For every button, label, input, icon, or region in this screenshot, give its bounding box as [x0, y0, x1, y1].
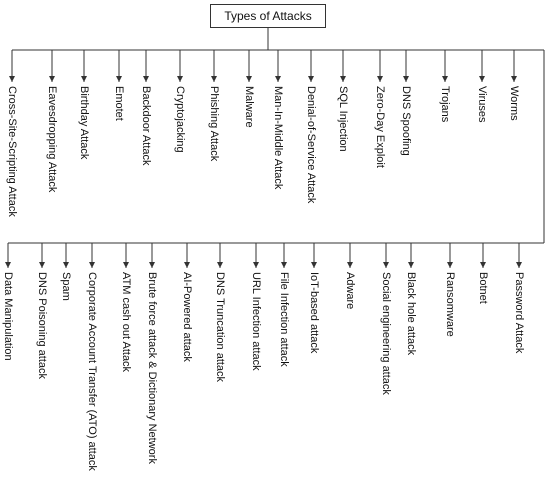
- row1-arrow: [246, 76, 252, 82]
- row1-arrow: [403, 76, 409, 82]
- row1-leaf-label: Viruses: [476, 86, 488, 123]
- row1-arrow: [377, 76, 383, 82]
- row2-arrow: [217, 262, 223, 268]
- root-node-label: Types of Attacks: [224, 9, 312, 23]
- row2-arrow: [123, 262, 129, 268]
- row2-leaf-label: File Infection attack: [278, 272, 290, 367]
- row2-leaf-label: Spam: [60, 272, 72, 301]
- row1-arrow: [143, 76, 149, 82]
- row2-arrow: [63, 262, 69, 268]
- row2-leaf-label: Corporate Account Transfer (ATO) attack: [86, 272, 98, 471]
- row2-arrow: [516, 262, 522, 268]
- row1-leaf-label: Zero-Day Exploit: [374, 86, 386, 168]
- row1-arrow: [211, 76, 217, 82]
- row1-arrow: [340, 76, 346, 82]
- row2-leaf-label: DNS Poisoning attack: [36, 272, 48, 379]
- row1-arrow: [9, 76, 15, 82]
- row2-arrow: [39, 262, 45, 268]
- row2-leaf-label: ATM cash out Attack: [120, 272, 132, 373]
- row2-leaf-label: Ransomware: [444, 272, 456, 337]
- row1-leaf-label: Cross-Site-Scripting Attack: [6, 86, 18, 217]
- row1-arrow: [275, 76, 281, 82]
- row1-arrow: [49, 76, 55, 82]
- row2-leaf-label: Data Manipulation: [2, 272, 14, 361]
- row2-arrow: [5, 262, 11, 268]
- row2-arrow: [149, 262, 155, 268]
- row1-leaf-label: Malware: [243, 86, 255, 128]
- row2-arrow: [447, 262, 453, 268]
- row2-arrow: [281, 262, 287, 268]
- row2-arrow: [253, 262, 259, 268]
- row2-leaf-label: Brute force attack & Dictionary Network: [146, 272, 158, 464]
- row2-leaf-label: AI-Powered attack: [181, 272, 193, 362]
- root-node: Types of Attacks: [210, 4, 326, 28]
- row2-leaf-label: Adware: [344, 272, 356, 310]
- row1-arrow: [442, 76, 448, 82]
- row2-leaf-label: URL Infection attack: [250, 272, 262, 371]
- row2-leaf-label: Black hole attack: [405, 272, 417, 356]
- row2-leaf-label: Password Attack: [513, 272, 525, 354]
- row2-arrow: [89, 262, 95, 268]
- row1-arrow: [479, 76, 485, 82]
- row1-arrow: [308, 76, 314, 82]
- row2-arrow: [480, 262, 486, 268]
- row2-arrow: [383, 262, 389, 268]
- row1-leaf-label: Trojans: [439, 86, 451, 123]
- row2-arrow: [408, 262, 414, 268]
- row1-leaf-label: Man-In-Middle Attack: [272, 86, 284, 190]
- row2-arrow: [311, 262, 317, 268]
- row1-arrow: [81, 76, 87, 82]
- row2-leaf-label: IoT-based attack: [308, 272, 320, 354]
- row1-leaf-label: Backdoor Attack: [140, 86, 152, 166]
- row2-leaf-label: DNS Truncation attack: [214, 272, 226, 383]
- row1-leaf-label: Birthday Attack: [78, 86, 90, 160]
- row1-arrow: [177, 76, 183, 82]
- row2-arrow: [347, 262, 353, 268]
- row1-arrow: [116, 76, 122, 82]
- row2-arrow: [184, 262, 190, 268]
- row2-leaf-label: Social engineering attack: [380, 272, 392, 395]
- row1-leaf-label: Phishing Attack: [208, 86, 220, 162]
- row1-leaf-label: Worms: [508, 86, 520, 121]
- row1-leaf-label: SQL Injection: [337, 86, 349, 152]
- row1-leaf-label: DNS Spoofing: [400, 86, 412, 156]
- row1-leaf-label: Cryptojacking: [174, 86, 186, 153]
- row1-leaf-label: Eavesdropping Attack: [46, 86, 58, 193]
- row2-leaf-label: Botnet: [477, 272, 489, 304]
- row1-leaf-label: Denial-of-Service Attack: [305, 86, 317, 204]
- row1-leaf-label: Emotet: [113, 86, 125, 121]
- row1-arrow: [511, 76, 517, 82]
